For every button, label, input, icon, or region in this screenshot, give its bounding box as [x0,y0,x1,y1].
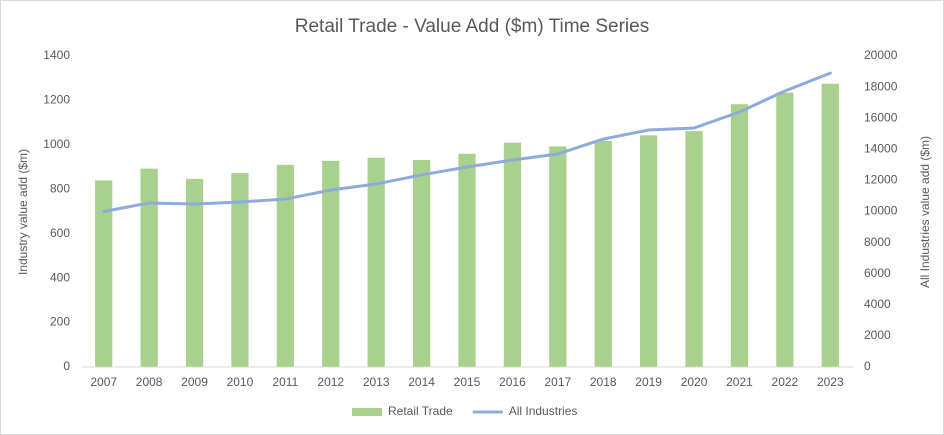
bar [549,146,567,367]
x-tick-label: 2017 [544,375,571,389]
y2-tick-label: 2000 [864,328,891,342]
y2-tick-label: 16000 [864,110,898,124]
x-tick-label: 2009 [181,375,208,389]
bar [640,135,658,367]
y2-tick-label: 18000 [864,79,898,93]
bar [776,92,794,368]
bar [367,157,385,367]
x-tick-label: 2007 [90,375,117,389]
y-axis-label: Industry value add ($m) [16,149,30,275]
bar [594,140,612,367]
x-tick-label: 2023 [817,375,844,389]
legend-label: All Industries [509,404,578,418]
y2-tick-label: 10000 [864,204,898,218]
x-tick-label: 2019 [635,375,662,389]
x-tick-label: 2010 [227,375,254,389]
y2-tick-label: 4000 [864,297,891,311]
bar [503,142,522,367]
y-tick-label: 800 [50,181,70,195]
x-tick-label: 2015 [454,375,481,389]
x-tick-label: 2012 [317,375,344,389]
y-tick-label: 1000 [43,137,70,151]
x-tick-label: 2022 [772,375,799,389]
y2-tick-label: 14000 [864,141,898,155]
x-tick-label: 2018 [590,375,617,389]
x-tick-label: 2021 [726,375,753,389]
y2-tick-label: 12000 [864,173,898,187]
y-tick-label: 600 [50,226,70,240]
line [102,71,832,213]
y-tick-label: 400 [50,270,70,284]
bar [730,104,749,367]
bar [140,168,158,367]
y2-tick-label: 8000 [864,235,891,249]
y-tick-label: 0 [63,359,70,373]
x-tick-label: 2014 [408,375,435,389]
y2-axis-label: All Industries value add ($m) [918,136,932,288]
x-tick-label: 2008 [136,375,163,389]
bar [231,173,249,367]
bar [412,159,431,367]
bar [685,131,703,367]
bar [821,83,839,368]
bar [185,178,204,367]
y-tick-label: 200 [50,315,70,329]
y-tick-label: 1400 [43,48,70,62]
x-tick-label: 2011 [272,375,298,389]
legend-swatch [352,408,382,416]
chart-title: Retail Trade - Value Add ($m) Time Serie… [295,16,649,37]
y2-tick-label: 6000 [864,266,891,280]
bar [95,180,113,367]
x-tick-label: 2020 [681,375,708,389]
bar [458,153,476,367]
bar [322,160,340,367]
y-tick-label: 1200 [43,93,70,107]
legend-label: Retail Trade [388,404,453,418]
bar [276,164,294,367]
x-tick-label: 2016 [499,375,526,389]
x-tick-label: 2013 [363,375,390,389]
y2-tick-label: 0 [864,359,871,373]
y2-tick-label: 20000 [864,48,898,62]
